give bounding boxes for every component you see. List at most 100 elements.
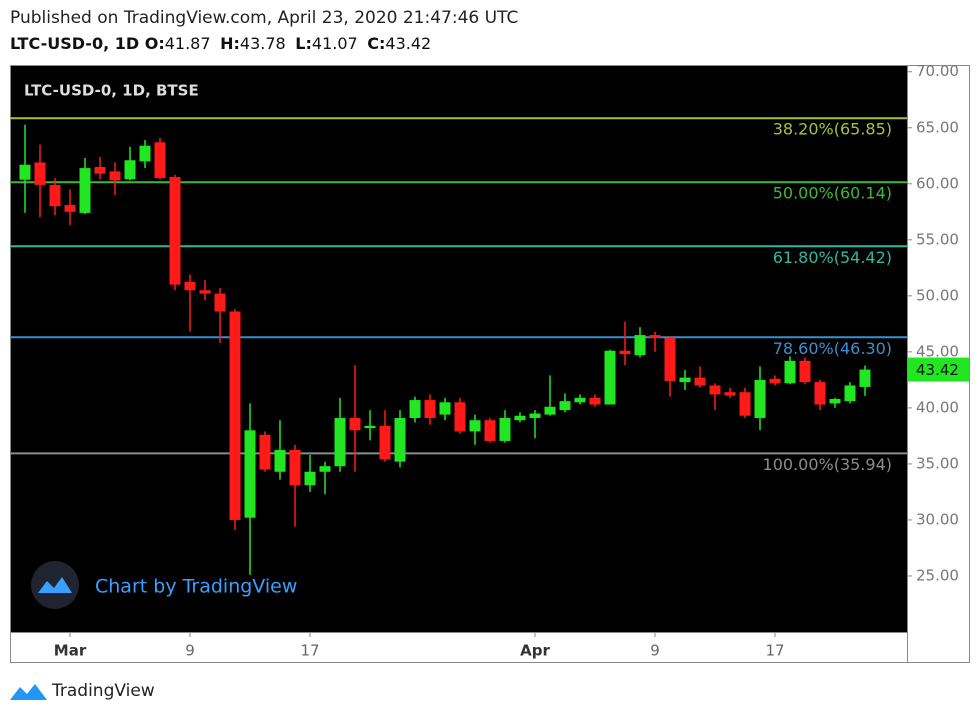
ohlc-value: 43.42 (385, 34, 432, 53)
candle-body (364, 425, 376, 429)
fib-label: 78.60%(46.30) (773, 339, 892, 358)
ohlc-value: 41.87 (164, 34, 211, 53)
ohlc-value: 43.78 (239, 34, 286, 53)
candle-body (559, 401, 571, 411)
y-tick-label: 25.00 (916, 566, 959, 584)
candle-body (109, 171, 121, 181)
candle-body (49, 184, 61, 207)
candle-body (784, 360, 796, 384)
candle-body (79, 168, 91, 213)
ohlc-label: C: (367, 34, 386, 53)
ohlc-header: LTC-USD-0, 1D O:41.87 H:43.78 L:41.07 C:… (10, 34, 435, 53)
footer-logo (10, 684, 47, 700)
marks (10, 117, 907, 575)
candle-body (679, 377, 691, 383)
candle-body (139, 145, 151, 162)
watermark-logo (31, 561, 79, 609)
candle-body (64, 205, 76, 212)
candle-body (589, 397, 601, 405)
candle-body (454, 402, 466, 432)
y-tick-label: 55.00 (916, 230, 959, 248)
candle-body (649, 335, 661, 338)
candle-body (664, 337, 676, 381)
candle-body (229, 311, 241, 520)
candle-body (724, 392, 736, 396)
candle-body (799, 360, 811, 383)
candle-body (19, 164, 31, 180)
candle-body (349, 417, 361, 431)
candle-body (394, 417, 406, 462)
candle-body (214, 293, 226, 312)
candle-body (184, 281, 196, 291)
candle-body (619, 350, 631, 355)
x-tick-label: Apr (520, 642, 550, 660)
price-tag-label: 43.42 (916, 361, 959, 379)
candle-body (754, 379, 766, 418)
candle-body (94, 166, 106, 174)
candle-body (814, 382, 826, 405)
y-tick-label: 45.00 (916, 342, 959, 360)
ohlc-value: 41.07 (311, 34, 358, 53)
candle-body (169, 177, 181, 285)
candle-body (274, 449, 286, 472)
y-tick-label: 30.00 (916, 510, 959, 528)
y-tick-label: 35.00 (916, 454, 959, 472)
candle-body (484, 420, 496, 441)
candle-body (34, 162, 46, 185)
x-tick-label: 17 (765, 642, 784, 660)
candle-body (514, 415, 526, 421)
price-tag (908, 357, 969, 382)
x-tick-label: 17 (300, 642, 319, 660)
ohlc-label: O: (144, 34, 165, 53)
candle-body (409, 400, 421, 418)
y-tick-label: 50.00 (916, 286, 959, 304)
footer-brand: TradingView (51, 681, 155, 701)
candle-body (634, 335, 646, 356)
candle-body (244, 430, 256, 518)
candle-body (289, 449, 301, 486)
candle-body (859, 369, 871, 387)
ohlc-label: L: (295, 34, 312, 53)
x-tick-label: 9 (185, 642, 195, 660)
y-tick-label: 40.00 (916, 398, 959, 416)
ohlc-label: H: (220, 34, 240, 53)
fib-label: 38.20%(65.85) (773, 120, 892, 139)
candle-body (844, 385, 856, 402)
candle-body (604, 350, 616, 405)
candle-body (829, 398, 841, 404)
legend: LTC-USD-0, 1D, BTSE (24, 82, 199, 100)
candle-body (379, 425, 391, 460)
fib-label: 50.00%(60.14) (773, 184, 892, 203)
candle-body (199, 290, 211, 294)
fib-label: 100.00%(35.94) (763, 455, 892, 474)
candle-body (154, 142, 166, 179)
candle-body (319, 466, 331, 472)
candle-body (529, 413, 541, 418)
candle-body (439, 402, 451, 415)
y-tick-label: 65.00 (916, 118, 959, 136)
candle-body (769, 378, 781, 384)
published-line: Published on TradingView.com, April 23, … (10, 8, 519, 28)
candle-body (694, 377, 706, 386)
candle-body (424, 400, 436, 418)
x-tick-label: Mar (54, 642, 87, 660)
symbol: LTC-USD-0, 1D (10, 34, 140, 53)
fib-label: 61.80%(54.42) (773, 248, 892, 267)
candle-body (739, 392, 751, 416)
y-tick-label: 60.00 (916, 174, 959, 192)
x-tick-label: 9 (650, 642, 660, 660)
candle-body (574, 397, 586, 403)
candle-body (709, 385, 721, 395)
candle-body (259, 434, 271, 470)
candle-body (334, 417, 346, 467)
candle-body (304, 471, 316, 486)
watermark-icon (38, 577, 72, 593)
y-tick-label: 70.00 (916, 62, 959, 80)
frame (10, 65, 970, 663)
candle-body (544, 406, 556, 415)
watermark: Chart by TradingView (95, 576, 297, 598)
candle-body (469, 420, 481, 432)
candle-body (124, 160, 136, 180)
